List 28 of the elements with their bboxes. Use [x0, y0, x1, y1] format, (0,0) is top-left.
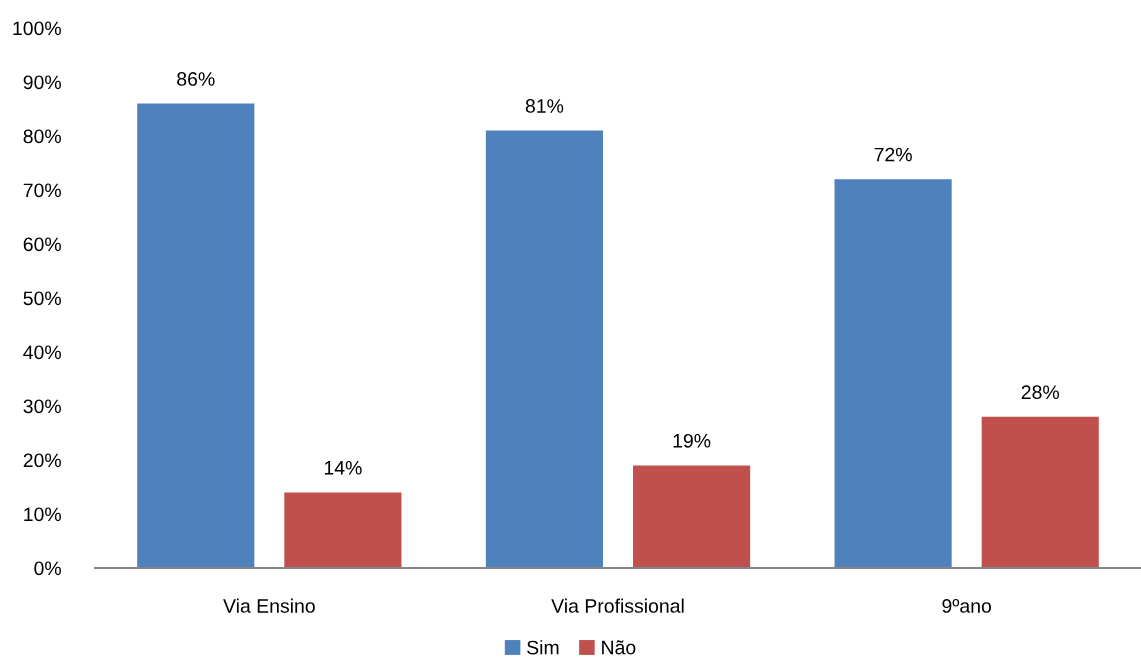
- x-tick-label: Via Ensino: [223, 598, 315, 613]
- bar: [485, 130, 604, 568]
- bar: [632, 465, 751, 568]
- legend-label: Não: [602, 640, 636, 655]
- bar: [981, 416, 1099, 568]
- bar: [137, 103, 255, 568]
- y-tick-label: 60%: [23, 237, 61, 252]
- y-tick-label: 50%: [23, 291, 61, 306]
- data-label: 86%: [177, 72, 215, 86]
- y-tick-label: 40%: [23, 345, 61, 360]
- data-label: 28%: [1021, 385, 1059, 400]
- data-label: 14%: [324, 460, 362, 475]
- data-label: 19%: [673, 433, 711, 448]
- bar: [834, 179, 952, 568]
- data-label: 81%: [525, 99, 564, 113]
- bar: [284, 492, 402, 568]
- y-tick-label: 90%: [23, 75, 61, 90]
- y-tick-label: 70%: [23, 183, 61, 198]
- y-tick-label: 10%: [24, 507, 61, 522]
- y-tick-label: 0%: [34, 561, 61, 576]
- x-tick-label: 9ºano: [942, 599, 992, 613]
- y-tick-label: 30%: [23, 399, 61, 414]
- y-tick-label: 20%: [23, 453, 61, 468]
- x-tick-label: Via Profissional: [551, 598, 684, 613]
- y-tick-label: 100%: [13, 21, 61, 36]
- data-label: 72%: [874, 147, 912, 162]
- y-tick-label: 80%: [23, 129, 61, 144]
- legend-label: Sim: [527, 640, 559, 655]
